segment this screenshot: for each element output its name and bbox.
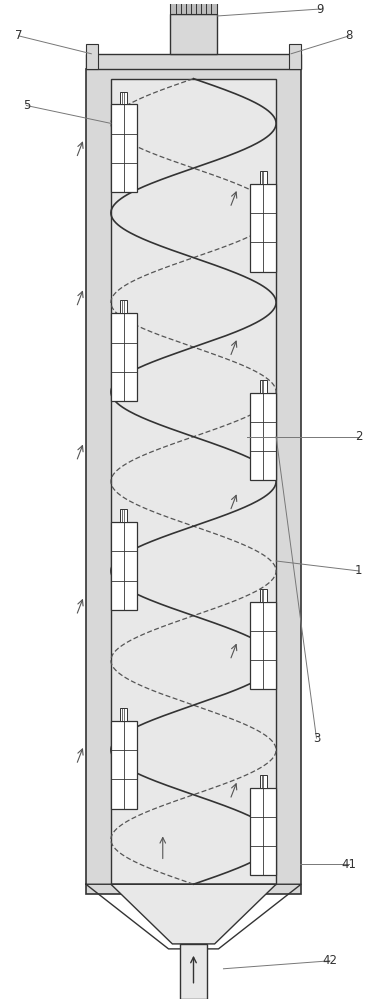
Bar	[260, 171, 267, 184]
Bar	[250, 788, 276, 875]
Text: 5: 5	[23, 99, 30, 112]
Bar	[111, 104, 137, 192]
Bar	[250, 602, 276, 689]
Bar	[289, 44, 301, 69]
Bar	[120, 300, 127, 313]
Text: 9: 9	[317, 3, 324, 16]
Text: 1: 1	[355, 564, 363, 577]
Bar	[250, 184, 276, 272]
Text: 42: 42	[322, 954, 337, 967]
Bar	[260, 380, 267, 393]
Text: 3: 3	[313, 732, 320, 745]
Bar	[111, 522, 137, 610]
Text: 2: 2	[355, 430, 363, 443]
Bar	[86, 69, 301, 894]
Bar	[120, 708, 127, 721]
Bar	[180, 944, 207, 999]
Bar	[111, 313, 137, 401]
Bar	[86, 44, 98, 69]
Bar	[260, 775, 267, 788]
Bar	[120, 92, 127, 104]
Bar	[111, 721, 137, 809]
Text: 7: 7	[15, 29, 22, 42]
Bar	[260, 589, 267, 602]
Bar	[120, 509, 127, 522]
Bar	[86, 54, 301, 69]
Bar	[111, 79, 276, 884]
Text: 8: 8	[346, 29, 353, 42]
Polygon shape	[111, 884, 276, 944]
Bar	[170, 14, 217, 54]
Bar	[250, 393, 276, 480]
Text: 41: 41	[342, 858, 356, 871]
Bar	[170, 0, 217, 14]
